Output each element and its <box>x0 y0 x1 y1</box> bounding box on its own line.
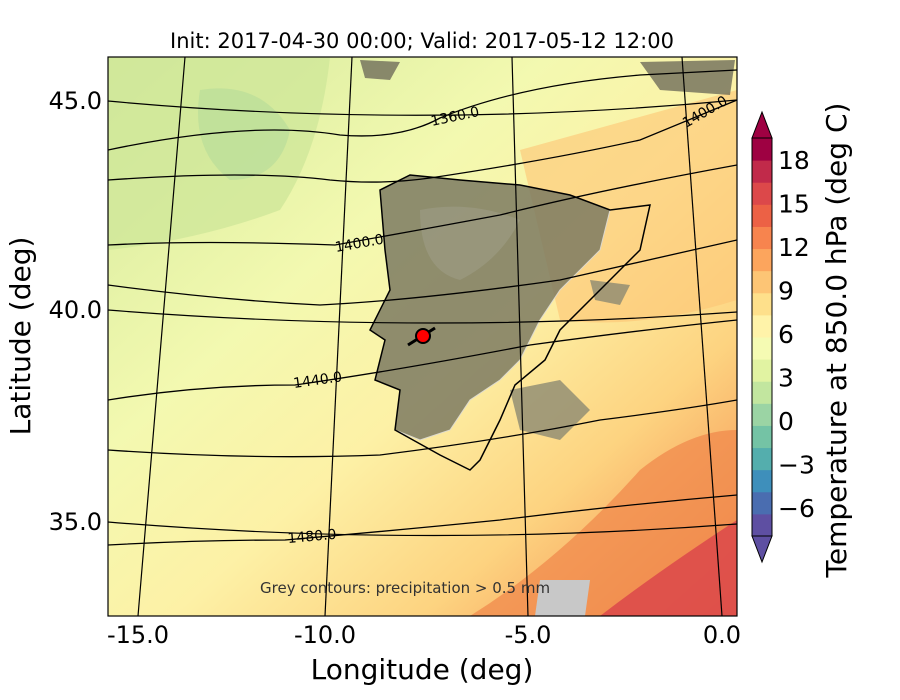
colorbar-segment <box>752 314 772 338</box>
colorbar-segment <box>752 513 772 537</box>
y-tick-label: 40.0 <box>49 296 102 324</box>
colorbar-tick-label: 15 <box>778 190 810 219</box>
colorbar-segment <box>752 447 772 471</box>
colorbar-segment <box>752 160 772 183</box>
colorbar-segment <box>752 491 772 515</box>
hot-core <box>600 520 737 616</box>
x-tick-label: 0.0 <box>703 621 741 649</box>
coastline <box>369 174 651 471</box>
colorbar-min-extend <box>751 535 773 564</box>
y-tick-label: 45.0 <box>49 87 102 115</box>
meridians <box>137 57 723 616</box>
colorbar-tick-label: 0 <box>778 407 794 436</box>
cool-core <box>198 88 290 180</box>
colorbar-tick-label: 9 <box>778 277 794 306</box>
colorbar-segment <box>752 381 772 404</box>
x-axis-label: Longitude (deg) <box>311 653 534 686</box>
grey-patch <box>535 580 590 616</box>
colorbar: 18 15 12 9 6 3 0 −3 −6 Temperature at 850.0 hPa … <box>751 103 853 579</box>
y-axis: 45.0 40.0 35.0 Latitude (deg) <box>4 87 102 536</box>
colorbar-label: Temperature at 850.0 hPa (deg C) <box>820 103 853 579</box>
colorbar-segment <box>752 248 772 272</box>
colorbar-tick-label: 6 <box>778 320 794 349</box>
north-terrain <box>360 60 735 95</box>
colorbar-tick-label: −6 <box>778 494 815 523</box>
colorbar-segment <box>752 270 772 294</box>
x-tick-label: -15.0 <box>107 621 169 649</box>
colorbar-frame <box>751 137 773 537</box>
y-tick-label: 35.0 <box>49 508 102 536</box>
x-tick-label: -10.0 <box>294 621 356 649</box>
colorbar-segment <box>752 204 772 227</box>
colorbar-segment <box>752 226 772 250</box>
colorbar-segment <box>752 337 772 360</box>
colorbar-tick-label: 3 <box>778 364 794 393</box>
location-marker <box>415 328 431 344</box>
contour-label: 1440.0 <box>292 369 343 392</box>
colorbar-segment <box>752 359 772 382</box>
colorbar-segments <box>752 138 772 537</box>
colorbar-ticks: 18 15 12 9 6 3 0 −3 −6 <box>778 146 815 523</box>
parallels <box>108 99 737 537</box>
colorbar-max-extend <box>751 110 773 139</box>
colorbar-tick-label: 18 <box>778 146 810 175</box>
colorbar-segment <box>752 138 772 161</box>
colorbar-segment <box>752 403 772 426</box>
contour-label: 1480.0 <box>287 527 337 547</box>
height-contours <box>108 69 737 546</box>
map-title: Init: 2017-04-30 00:00; Valid: 2017-05-1… <box>170 29 674 53</box>
colorbar-segment <box>752 425 772 449</box>
colorbar-segment <box>752 469 772 493</box>
colorbar-tick-label: 12 <box>778 233 810 262</box>
colorbar-segment <box>752 292 772 316</box>
map-panel: 1360.0 1400.0 1400.0 1440.0 1480.0 Grey … <box>108 57 737 616</box>
map-frame <box>107 56 738 617</box>
y-axis-label: Latitude (deg) <box>4 237 37 436</box>
precip-annotation: Grey contours: precipitation > 0.5 mm <box>260 579 550 597</box>
x-axis: -15.0 -10.0 -5.0 0.0 Longitude (deg) <box>107 621 741 686</box>
x-tick-label: -5.0 <box>505 621 552 649</box>
colorbar-segment <box>752 182 772 205</box>
colorbar-tick-label: −3 <box>778 451 815 480</box>
south-terrain <box>510 280 630 440</box>
